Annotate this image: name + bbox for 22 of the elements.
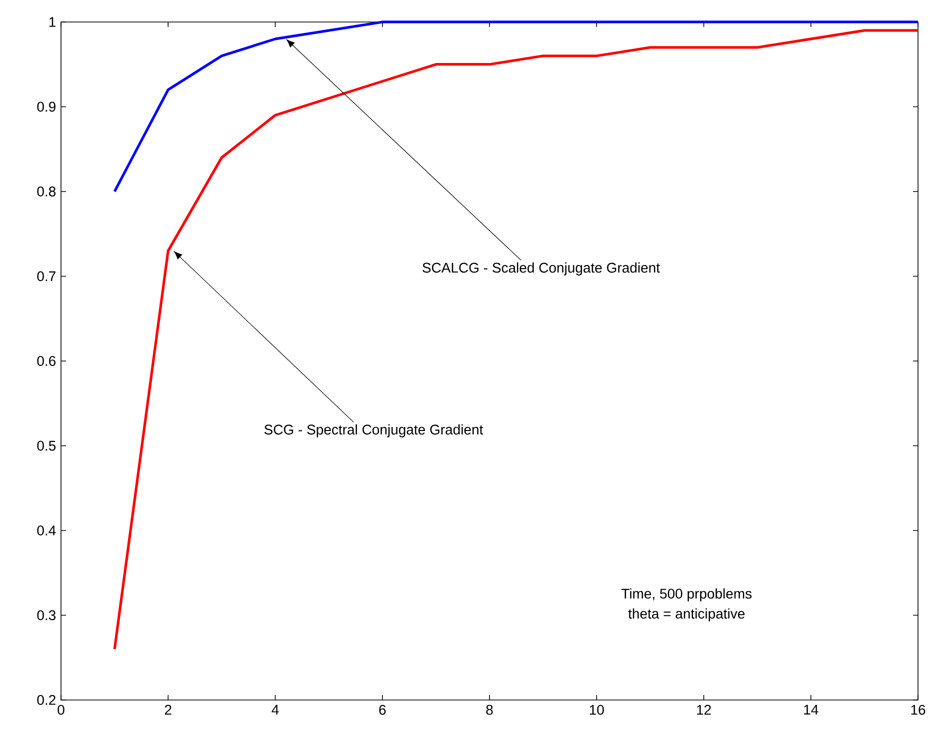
y-tick-label: 0.2: [37, 695, 56, 705]
y-tick-label: 1: [49, 17, 56, 27]
x-tick-label: 2: [164, 704, 172, 715]
annotation: theta = anticipative: [628, 608, 745, 622]
x-tick-label: 10: [590, 704, 604, 715]
x-tick-label: 4: [272, 704, 279, 714]
x-tick-label: 14: [804, 704, 818, 714]
y-tick-label: 0.4: [37, 526, 56, 536]
y-tick-label: 0.3: [37, 610, 56, 620]
y-tick-label: 0.6: [37, 356, 56, 366]
annotation: SCG - Spectral Conjugate Gradient: [264, 424, 484, 438]
x-tick-label: 8: [486, 704, 493, 715]
annotation: SCALCG - Scaled Conjugate Gradient: [422, 262, 660, 276]
annotation: Time, 500 prpoblems: [621, 588, 752, 602]
x-tick-label: 6: [379, 704, 386, 715]
x-tick-label: 0: [58, 704, 64, 715]
y-tick-label: 0.9: [37, 102, 56, 112]
y-tick-label: 0.7: [37, 271, 56, 282]
y-tick-label: 0.5: [37, 440, 56, 451]
y-tick-label: 0.8: [37, 186, 56, 196]
x-tick-label: 12: [697, 704, 711, 715]
x-tick-label: 16: [911, 704, 926, 715]
